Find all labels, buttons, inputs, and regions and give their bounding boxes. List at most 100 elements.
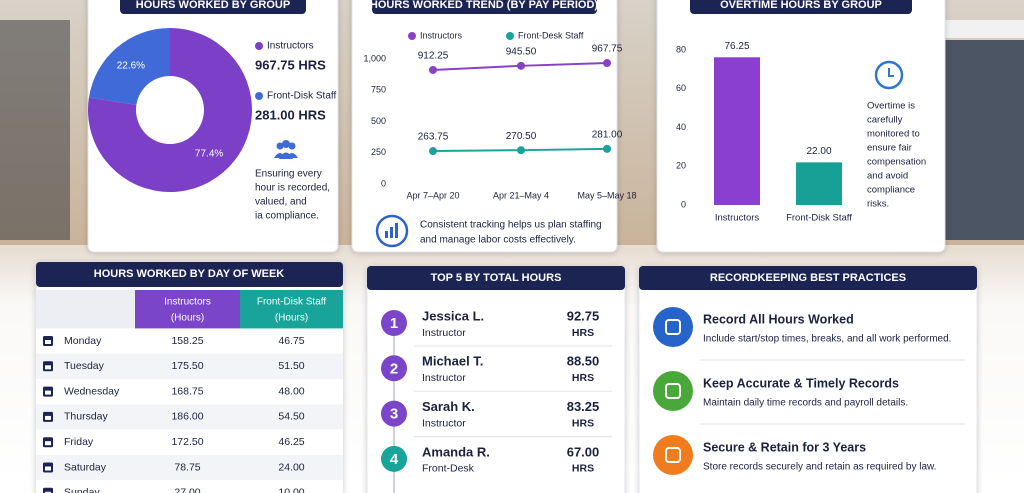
y-tick-label: 500 — [371, 116, 386, 126]
series-point — [517, 146, 525, 155]
value-label: 22.00 — [806, 146, 831, 157]
pie-slice — [88, 28, 170, 105]
hours-unit: HRS — [572, 463, 594, 475]
practice-title: Keep Accurate & Timely Records — [703, 376, 899, 390]
practice-title: Record All Hours Worked — [703, 312, 854, 326]
x-tick-label: Apr 21–May 4 — [493, 190, 549, 200]
rank-number: 3 — [390, 406, 398, 423]
legend-label: Instructors — [267, 41, 314, 52]
practice-title: Secure & Retain for 3 Years — [703, 440, 866, 454]
chart-title: HOURS WORKED TREND (BY PAY PERIOD) — [370, 0, 599, 11]
table-row-label: Wednesday — [64, 385, 120, 397]
y-tick-label: 20 — [676, 161, 686, 171]
person-role: Instructor — [422, 327, 466, 339]
legend-swatch — [506, 32, 514, 40]
value-label: 270.50 — [506, 131, 537, 142]
practice-icon-glyph — [665, 319, 681, 335]
note-text: carefully — [867, 115, 903, 126]
calendar-icon-face — [45, 491, 51, 493]
note-text: monitored to — [867, 129, 920, 140]
table-cell: 10.00 — [278, 487, 304, 493]
pie-label: 77.4% — [195, 149, 223, 160]
list-title: TOP 5 BY TOTAL HOURS — [431, 272, 562, 284]
table-row — [36, 429, 343, 455]
x-tick-label: Front-Disk Staff — [786, 213, 852, 224]
series-point — [517, 61, 525, 70]
series-point — [429, 65, 437, 74]
table-row-label: Monday — [64, 335, 102, 347]
person-hours: 88.50 — [567, 354, 600, 369]
table-header: Instructors — [164, 297, 211, 308]
background-chair — [0, 20, 70, 240]
table-cell: 46.75 — [278, 335, 304, 347]
value-label: 263.75 — [418, 132, 449, 143]
calendar-icon-face — [45, 466, 51, 471]
practice-text: Store records securely and retain as req… — [703, 462, 936, 473]
note-text: hour is recorded, — [255, 183, 330, 194]
practice-icon-glyph — [665, 447, 681, 463]
x-tick-label: Apr 7–Apr 20 — [406, 190, 459, 200]
table-cell: 27.00 — [174, 487, 200, 493]
bar — [796, 162, 842, 205]
rank-number: 2 — [390, 360, 398, 377]
note-text: ia compliance. — [255, 211, 319, 222]
table-cell: 46.25 — [278, 436, 304, 448]
table-cell: 168.75 — [171, 385, 203, 397]
legend-swatch — [408, 32, 416, 40]
practice-icon — [653, 435, 693, 475]
person-name: Jessica L. — [422, 308, 484, 323]
table-row — [36, 480, 343, 493]
note-text: and manage labor costs effectively. — [420, 235, 576, 246]
table-row-label: Tuesday — [64, 360, 105, 372]
value-label: 76.25 — [724, 41, 749, 52]
table-row-label: Thursday — [64, 411, 109, 423]
rank-number: 1 — [390, 315, 398, 332]
calendar-icon-face — [45, 365, 51, 370]
table-row — [36, 404, 343, 430]
practice-icon-glyph — [665, 383, 681, 399]
list-title: RECORDKEEPING BEST PRACTICES — [710, 272, 906, 284]
table-cell: 186.00 — [171, 411, 203, 423]
practice-icon — [653, 371, 693, 411]
calendar-icon-face — [45, 415, 51, 420]
person-name: Michael T. — [422, 354, 483, 369]
y-tick-label: 0 — [381, 178, 386, 188]
x-tick-label: Instructors — [715, 213, 760, 224]
value-label: 967.75 — [592, 44, 623, 55]
note-text: compensation — [867, 157, 926, 168]
table-header: Front-Disk Staff — [257, 297, 326, 308]
title-banner — [367, 266, 625, 290]
value-label: 912.25 — [418, 51, 449, 62]
y-tick-label: 750 — [371, 85, 386, 95]
practice-text: Include start/stop times, breaks, and al… — [703, 334, 951, 345]
note-text: Ensuring every — [255, 169, 322, 180]
chart-title: OVERTIME HOURS BY GROUP — [720, 0, 882, 11]
title-banner — [690, 0, 912, 14]
y-tick-label: 1,000 — [363, 53, 386, 63]
person-role: Front-Desk — [422, 463, 475, 475]
person-hours: 83.25 — [567, 399, 600, 414]
title-banner — [120, 0, 306, 14]
table-header-cell — [240, 290, 343, 330]
legend-total: 967.75 HRS — [255, 57, 326, 72]
title-banner — [36, 262, 343, 287]
person-name: Sarah K. — [422, 399, 475, 414]
calendar-icon — [43, 487, 53, 493]
rank-badge — [381, 310, 407, 336]
table-header-unit: (Hours) — [275, 313, 308, 324]
table-cell: 158.25 — [171, 335, 203, 347]
legend-total: 281.00 HRS — [255, 107, 326, 122]
rank-number: 4 — [390, 451, 399, 468]
table-header-unit: (Hours) — [171, 313, 204, 324]
note-text: valued, and — [255, 197, 307, 208]
background-cabinet — [945, 40, 1024, 240]
series-point — [603, 144, 611, 153]
table-header-cell — [135, 290, 240, 330]
hours-unit: HRS — [572, 327, 594, 339]
table-row — [36, 379, 343, 405]
note-text: ensure fair — [867, 143, 912, 154]
person-role: Instructor — [422, 417, 466, 429]
legend-label: Front-Desk Staff — [518, 30, 584, 40]
